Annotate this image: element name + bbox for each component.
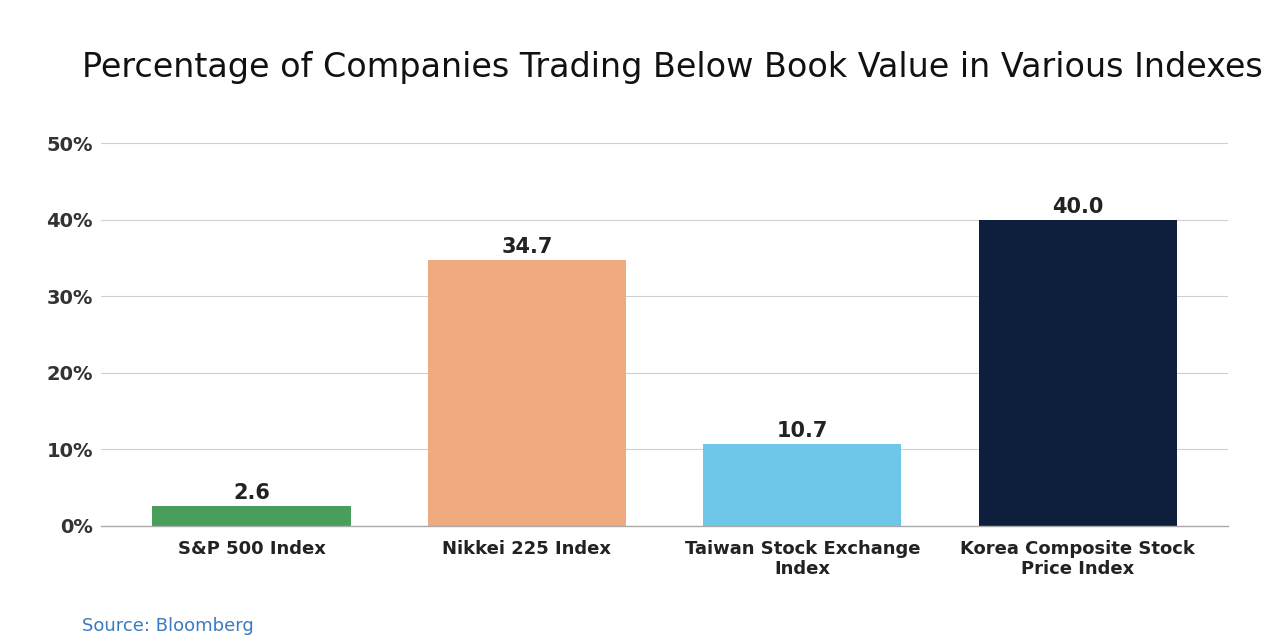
Text: 10.7: 10.7 <box>776 420 828 441</box>
Bar <box>979 220 1177 526</box>
Text: Percentage of Companies Trading Below Book Value in Various Indexes: Percentage of Companies Trading Below Bo… <box>82 51 1263 84</box>
Bar <box>152 506 351 526</box>
Text: Source: Bloomberg: Source: Bloomberg <box>82 617 254 635</box>
Text: 34.7: 34.7 <box>501 237 553 257</box>
Bar <box>428 260 627 526</box>
Text: 2.6: 2.6 <box>233 483 270 503</box>
Text: 40.0: 40.0 <box>1052 197 1104 217</box>
Bar <box>703 444 901 526</box>
